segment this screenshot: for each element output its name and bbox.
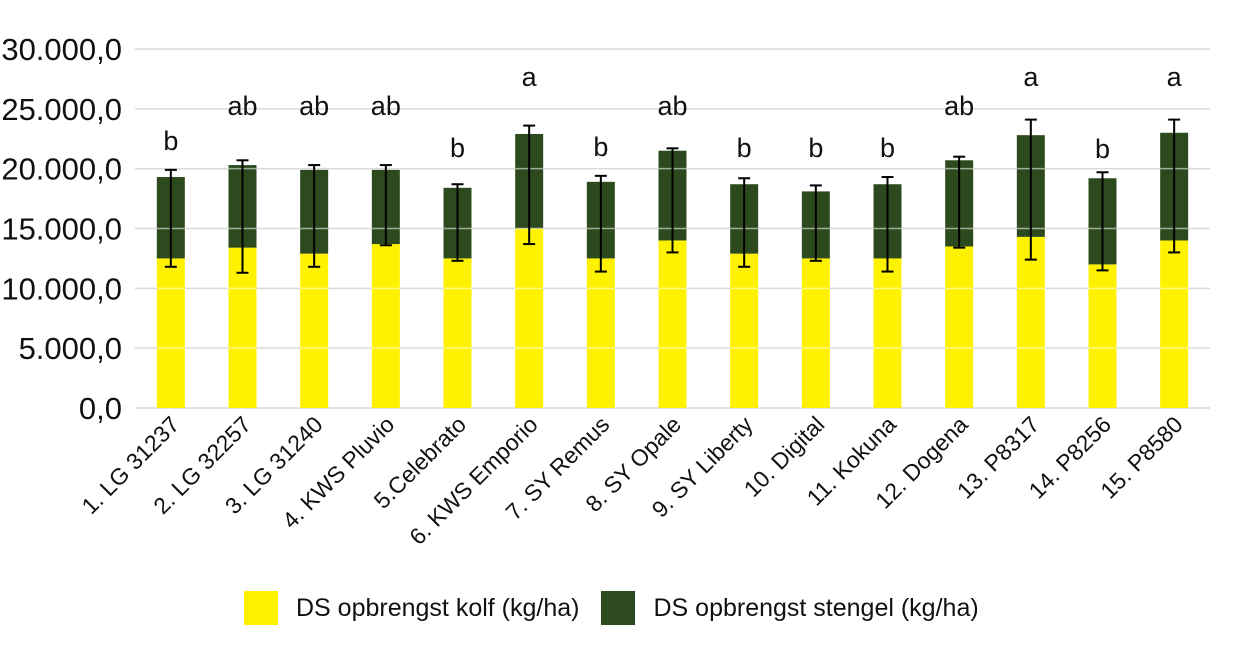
bar-kolf [1160, 240, 1189, 408]
significance-letter: a [1023, 62, 1039, 92]
bar-kolf [658, 240, 687, 408]
significance-letter: b [593, 132, 608, 162]
significance-letter: b [808, 133, 823, 163]
significance-letter: b [450, 133, 465, 163]
bar-kolf [443, 258, 472, 408]
legend-swatch-kolf [244, 591, 278, 625]
legend: DS opbrengst kolf (kg/ha) DS opbrengst s… [244, 588, 1001, 628]
y-axis-tick-labels: 0,0 5.000,0 10.000,0 15.000,0 20.000,0 25.000… [1, 32, 122, 426]
significance-letter: ab [657, 91, 687, 121]
significance-letter: ab [299, 91, 329, 121]
significance-letter: b [1095, 134, 1110, 164]
significance-letter: ab [944, 91, 974, 121]
y-tick-label: 15.000,0 [1, 212, 122, 247]
legend-swatch-stengel [601, 591, 636, 625]
y-tick-label: 10.000,0 [1, 271, 122, 306]
bar-kolf [1016, 236, 1045, 408]
legend-item-kolf: DS opbrengst kolf (kg/ha) [244, 591, 579, 625]
bar-kolf [515, 228, 544, 408]
legend-label-stengel: DS opbrengst stengel (kg/ha) [653, 593, 979, 622]
y-tick-label: 5.000,0 [19, 331, 122, 366]
bar-kolf [801, 258, 830, 408]
y-tick-label: 30.000,0 [1, 32, 122, 67]
significance-letter: ab [371, 91, 401, 121]
bar-kolf [730, 253, 759, 408]
bar-kolf [156, 258, 185, 408]
y-tick-label: 25.000,0 [1, 92, 122, 127]
error-bars [164, 118, 1181, 274]
x-tick-label: 6. KWS Emporio [404, 411, 543, 550]
significance-letter: a [1167, 62, 1183, 92]
bar-kolf [873, 258, 902, 408]
significance-letter: b [163, 126, 178, 156]
bar-kolf [586, 258, 615, 408]
significance-letter: b [880, 133, 895, 163]
legend-item-stengel: DS opbrengst stengel (kg/ha) [601, 591, 979, 625]
significance-letter: ab [227, 91, 257, 121]
y-tick-label: 20.000,0 [1, 152, 122, 187]
bar-kolf [300, 253, 329, 408]
significance-letter: a [522, 62, 538, 92]
bar-kolf [945, 246, 974, 408]
significance-letter: b [737, 133, 752, 163]
bar-kolf [1088, 264, 1117, 408]
legend-label-kolf: DS opbrengst kolf (kg/ha) [296, 593, 580, 622]
bar-kolf [371, 244, 400, 408]
bar-kolf [228, 247, 257, 408]
y-tick-label: 0,0 [79, 391, 122, 426]
